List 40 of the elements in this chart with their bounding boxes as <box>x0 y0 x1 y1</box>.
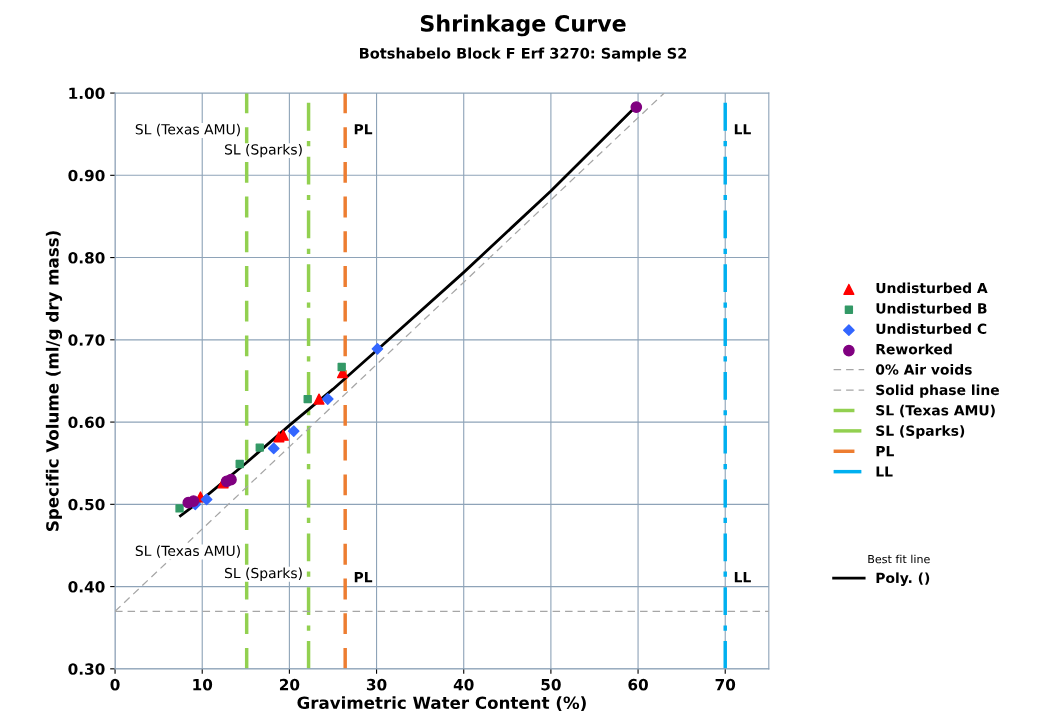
x-tick-label: 20 <box>279 678 300 691</box>
chart-subtitle: Botshabelo Block F Erf 3270: Sample S2 <box>359 47 687 62</box>
legend-label: Reworked <box>876 343 952 355</box>
chart-title: Shrinkage Curve <box>420 14 626 37</box>
legend-label: Undisturbed A <box>876 282 988 294</box>
legend-label: Undisturbed B <box>876 302 987 314</box>
x-tick-label: 50 <box>541 678 561 691</box>
text: SL (Sparks) <box>876 425 965 439</box>
y-tick-label: 0.90 <box>68 169 105 182</box>
text: PL <box>876 446 894 457</box>
ref-line-label: PL <box>354 124 373 135</box>
y-tick-label: 0.50 <box>68 498 105 511</box>
y-tick-label: 0.40 <box>68 581 105 593</box>
text: LL <box>876 466 893 477</box>
annotation: LL <box>734 572 751 583</box>
legend-label: Undisturbed C <box>876 323 987 335</box>
y-tick-label: 0.60 <box>68 416 105 429</box>
legend-title: Best fit line <box>868 554 930 564</box>
x-tick-label: 70 <box>715 678 736 691</box>
legend-label: Solid phase line <box>876 384 999 398</box>
text: SL (Texas AMU) <box>876 404 995 418</box>
x-tick-label: 30 <box>366 678 387 691</box>
x-tick-label: 10 <box>193 678 213 691</box>
x-tick-label: 40 <box>453 678 474 691</box>
x-tick-label: 60 <box>628 678 648 691</box>
y-tick-label: 0.30 <box>68 663 105 675</box>
x-axis-title: Gravimetric Water Content (%) <box>297 696 586 711</box>
legend-label: Poly. () <box>876 572 930 586</box>
legend-label: 0% Air voids <box>875 364 972 375</box>
y-tick-label: 1.00 <box>69 87 105 100</box>
y-tick-label: 0.80 <box>68 252 105 264</box>
annotation: PL <box>354 572 373 583</box>
annotation: SL (Sparks) <box>224 567 302 581</box>
x-tick-label: 0 <box>110 678 120 691</box>
ref-line-label: LL <box>734 124 751 135</box>
y-tick-label: 0.70 <box>68 334 105 346</box>
ref-line-label: SL (Sparks) <box>224 143 302 158</box>
y-axis-title: Specific Volume (ml/g dry mass) <box>45 231 63 531</box>
ref-line-label: SL (Texas AMU) <box>135 123 240 137</box>
annotation: SL (Texas AMU) <box>135 545 240 558</box>
